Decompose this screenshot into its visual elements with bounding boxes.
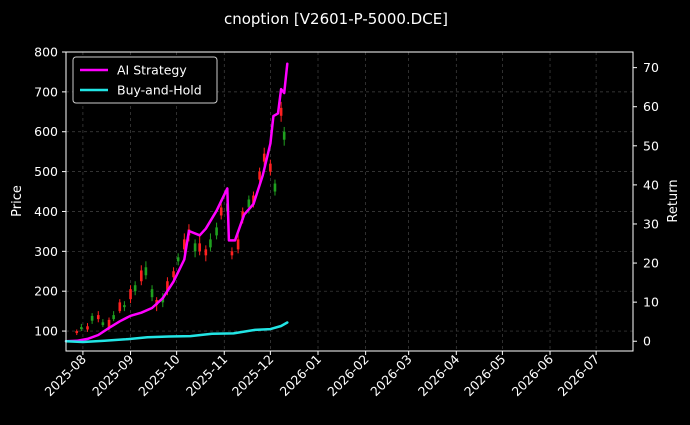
y-left-tick-label: 500 <box>34 164 58 179</box>
candle-body <box>282 131 286 140</box>
y-axis-left-label: Price <box>10 185 25 217</box>
y-left-tick-label: 700 <box>34 84 58 99</box>
y-left-tick-label: 800 <box>34 45 58 60</box>
candle-body <box>258 171 261 180</box>
y-right-tick-label: 60 <box>643 99 659 114</box>
candle-body <box>204 249 208 256</box>
candle-body <box>262 153 266 162</box>
y-right-tick-label: 20 <box>643 256 659 271</box>
candle-body <box>176 257 180 262</box>
legend: AI Strategy Buy-and-Hold <box>72 56 218 104</box>
line-layer <box>64 62 289 344</box>
candle-body <box>144 267 148 276</box>
candle-body <box>269 163 272 172</box>
candle-body <box>86 326 89 330</box>
legend-label-buy-and-hold: Buy-and-Hold <box>117 83 202 98</box>
candle-body <box>107 319 111 328</box>
series-line-buy-and-hold <box>64 321 289 344</box>
candle-body <box>172 271 175 278</box>
candle-body <box>236 239 240 250</box>
candle-body <box>101 322 105 326</box>
candle-body <box>133 285 137 292</box>
candle-body <box>166 281 169 292</box>
candle-body <box>90 315 94 321</box>
chart-title: cnoption [V2601-P-5000.DCE] <box>224 10 448 28</box>
candle-body <box>215 227 218 236</box>
candle-body <box>139 270 143 282</box>
candle-body <box>80 327 83 330</box>
y-right-tick-label: 30 <box>643 216 659 231</box>
y-left-tick-label: 200 <box>34 284 58 299</box>
candle-body <box>96 315 100 320</box>
y-right-tick-label: 70 <box>643 60 659 75</box>
candle-body <box>75 331 79 334</box>
candle-body <box>252 195 255 204</box>
y-right-tick-label: 0 <box>643 334 651 349</box>
candle-body <box>112 315 115 320</box>
candle-body <box>247 199 251 208</box>
candle-body <box>209 239 212 248</box>
candle-body <box>279 107 283 116</box>
y-axis-right-label: Return <box>666 179 681 222</box>
candle-body <box>129 289 132 300</box>
y-left-tick-label: 600 <box>34 124 58 139</box>
y-right-tick-label: 40 <box>643 177 659 192</box>
y-right-tick-label: 50 <box>643 138 659 153</box>
series-line-ai-strategy <box>64 62 289 343</box>
y-left-tick-label: 400 <box>34 204 58 219</box>
y-left-tick-label: 300 <box>34 244 58 259</box>
candle-body <box>198 243 201 252</box>
candle-body <box>273 183 277 192</box>
legend-label-ai-strategy: AI Strategy <box>117 63 187 78</box>
legend-box <box>72 56 218 104</box>
candle-body <box>118 302 122 312</box>
candle-body <box>193 243 197 252</box>
candle-body <box>123 305 126 308</box>
y-left-tick-label: 100 <box>34 324 58 339</box>
y-right-tick-label: 10 <box>643 295 659 310</box>
candle-body <box>230 251 234 256</box>
candle-body <box>183 239 186 250</box>
candle-body <box>219 207 223 216</box>
plot-frame <box>65 51 634 352</box>
candle-body <box>150 289 154 298</box>
